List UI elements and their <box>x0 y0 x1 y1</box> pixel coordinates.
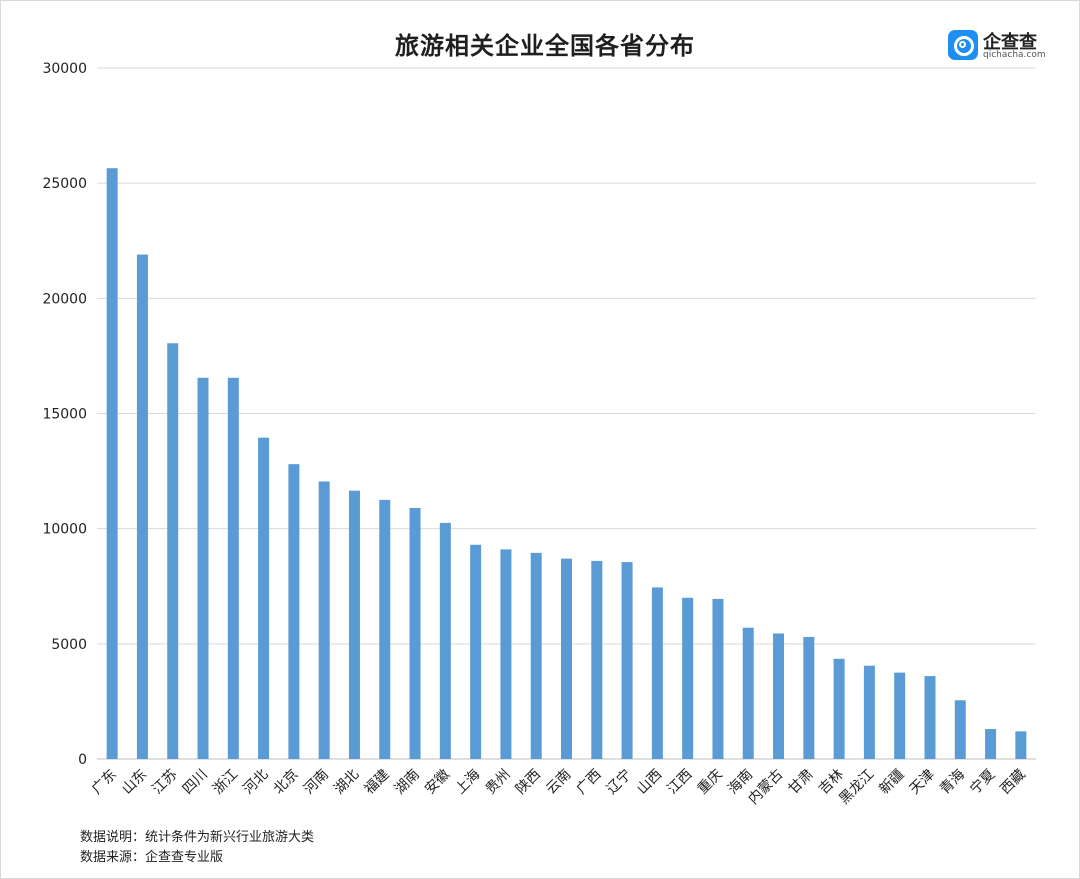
bar <box>954 700 966 759</box>
bar <box>288 464 300 759</box>
bar <box>348 490 360 759</box>
bar <box>136 254 148 759</box>
x-tick-label: 江苏 <box>149 767 180 798</box>
x-tick-label: 天津 <box>907 767 938 798</box>
bar <box>318 481 330 759</box>
x-tick-label: 江西 <box>664 767 695 798</box>
bar <box>803 636 815 759</box>
bar <box>742 627 754 759</box>
x-tick-label: 辽宁 <box>603 766 635 798</box>
x-tick-label: 河南 <box>301 767 332 798</box>
x-tick-label: 西藏 <box>998 767 1029 798</box>
bar <box>197 377 209 759</box>
y-tick-label: 25000 <box>42 176 87 192</box>
chart-title: 旅游相关企业全国各省分布 <box>395 32 695 60</box>
bar <box>863 665 875 759</box>
x-tick-label: 湖北 <box>331 767 362 798</box>
x-tick-label: 贵州 <box>483 767 514 798</box>
bar <box>530 552 542 759</box>
y-tick-label: 10000 <box>42 522 87 538</box>
data-description: 数据说明：统计条件为新兴行业旅游大类 <box>80 830 315 845</box>
x-tick-label: 四川 <box>180 767 211 798</box>
x-tick-label: 青海 <box>937 767 968 798</box>
qichacha-logo-icon <box>948 30 978 60</box>
brand-domain: qichacha.com <box>983 50 1046 60</box>
x-axis-ticks: 广东 山东 江苏 四川 浙江 河北 北京 河南 湖北 福建 湖南 安徽 上海 贵州 陕西 云南 广西 辽宁 山西 江西… <box>89 766 1029 808</box>
bar <box>621 562 633 759</box>
y-axis-ticks: 0 5000 10000 15000 20000 25000 30000 <box>42 61 87 768</box>
brand-name: 企查查 <box>983 32 1037 53</box>
x-tick-label: 内蒙古 <box>745 767 786 808</box>
bar <box>106 168 118 759</box>
x-tick-label: 安徽 <box>422 767 453 798</box>
brand-logo: 企查查 qichacha.com <box>948 28 1048 62</box>
bar <box>985 729 997 759</box>
bar <box>1015 731 1027 759</box>
bar <box>167 343 179 759</box>
y-tick-label: 0 <box>78 752 87 768</box>
x-tick-label: 黑龙江 <box>836 767 877 808</box>
bars <box>106 168 1027 759</box>
y-tick-label: 5000 <box>51 637 87 653</box>
bar <box>409 507 421 759</box>
bar <box>894 672 906 759</box>
bar <box>379 499 391 759</box>
bar <box>712 598 724 759</box>
x-tick-label: 宁夏 <box>967 766 999 798</box>
x-tick-label: 广东 <box>89 767 120 798</box>
x-tick-label: 重庆 <box>695 767 726 798</box>
bar <box>470 544 482 759</box>
bar <box>773 633 785 759</box>
x-tick-label: 湖南 <box>392 767 423 798</box>
bar <box>227 377 239 759</box>
y-tick-label: 15000 <box>42 407 87 423</box>
x-tick-label: 甘肃 <box>786 767 817 798</box>
x-tick-label: 山西 <box>634 767 665 798</box>
x-tick-label: 山东 <box>119 767 150 798</box>
footnotes: 数据说明：统计条件为新兴行业旅游大类 数据来源：企查查专业版 <box>80 828 314 868</box>
y-tick-label: 20000 <box>42 291 87 307</box>
bar <box>561 558 572 759</box>
x-tick-label: 新疆 <box>876 767 907 798</box>
y-tick-label: 30000 <box>42 61 87 77</box>
bar <box>591 560 603 759</box>
bar <box>924 676 936 759</box>
bar <box>682 597 694 759</box>
bar <box>651 587 663 759</box>
bar <box>833 658 845 759</box>
bar <box>258 437 270 759</box>
x-tick-label: 福建 <box>361 767 392 798</box>
x-tick-label: 云南 <box>543 767 574 798</box>
bar <box>439 522 451 759</box>
bar <box>500 549 512 759</box>
x-tick-label: 河北 <box>240 767 271 798</box>
x-tick-label: 浙江 <box>210 767 241 798</box>
x-tick-label: 陕西 <box>513 767 544 798</box>
x-tick-label: 上海 <box>452 767 483 798</box>
x-tick-label: 北京 <box>271 767 302 798</box>
data-source: 数据来源：企查查专业版 <box>80 850 224 865</box>
x-tick-label: 广西 <box>574 767 605 798</box>
